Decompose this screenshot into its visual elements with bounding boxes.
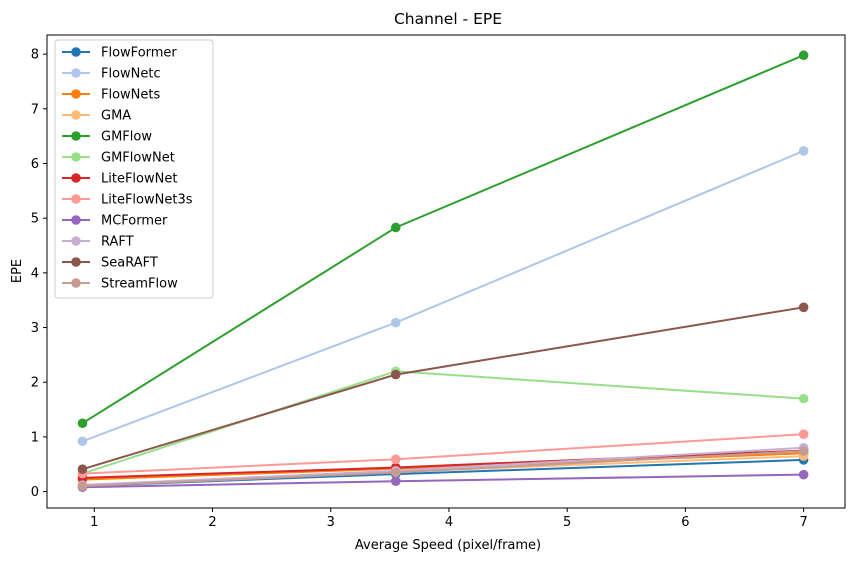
x-axis-label: Average Speed (pixel/frame) <box>355 538 541 553</box>
legend-label: FlowNetc <box>101 67 161 82</box>
legend-label: GMFlow <box>101 130 152 145</box>
y-tick-label: 5 <box>31 212 39 227</box>
y-tick-label: 8 <box>31 48 39 63</box>
series-layer <box>77 50 809 493</box>
series-flownetc <box>77 146 809 447</box>
data-point-mcformer <box>798 469 809 480</box>
data-point-gmflow <box>390 222 401 233</box>
legend-item: LiteFlowNet3s <box>62 193 193 208</box>
legend-item: GMFlow <box>62 130 152 145</box>
data-point-mcformer <box>390 476 401 487</box>
data-point-liteflownet3s <box>390 454 401 465</box>
data-point-flownetc <box>798 146 809 156</box>
legend-marker <box>71 110 81 120</box>
legend-item: GMFlowNet <box>62 151 175 166</box>
legend-item: StreamFlow <box>62 277 178 292</box>
x-tick-label: 2 <box>208 515 216 530</box>
data-point-gmflow <box>77 418 88 429</box>
data-point-liteflownet3s <box>798 429 809 439</box>
data-point-searaft <box>77 464 88 474</box>
data-point-flownetc <box>390 317 401 328</box>
y-tick-label: 6 <box>31 157 39 172</box>
legend-marker <box>71 47 81 57</box>
data-point-searaft <box>390 369 401 380</box>
data-point-streamflow <box>390 467 401 478</box>
x-tick-label: 3 <box>327 515 335 530</box>
legend-label: RAFT <box>101 235 134 250</box>
legend-item: RAFT <box>62 235 134 250</box>
legend-marker <box>71 257 81 267</box>
legend-item: SeaRAFT <box>62 256 158 271</box>
series-streamflow <box>77 446 809 491</box>
plot-area: 1 2 3 4 5 6 7 0 1 2 3 4 5 6 7 8 <box>31 34 846 530</box>
legend-item: FlowFormer <box>62 46 177 61</box>
legend-marker <box>71 236 81 246</box>
legend-marker <box>71 68 81 78</box>
legend-label: FlowNets <box>101 88 160 103</box>
data-point-flownetc <box>77 436 88 447</box>
legend-label: GMA <box>101 109 131 124</box>
legend-label: LiteFlowNet3s <box>101 193 193 208</box>
y-tick-label: 7 <box>31 102 39 117</box>
x-tick-label: 6 <box>681 515 689 530</box>
y-tick-label: 3 <box>31 321 39 336</box>
legend-marker <box>71 131 81 141</box>
series-gmflownet <box>77 366 809 479</box>
legend-label: GMFlowNet <box>101 151 175 166</box>
data-point-searaft <box>798 302 809 313</box>
x-tick-label: 7 <box>799 515 807 530</box>
series-searaft <box>77 302 809 474</box>
series-line-searaft <box>82 306 804 471</box>
data-point-gmflownet <box>798 393 809 404</box>
x-tick-label: 4 <box>445 515 453 530</box>
legend-item: GMA <box>62 109 131 124</box>
x-tick-label: 1 <box>90 515 98 530</box>
legend-marker <box>71 173 81 183</box>
legend-item: LiteFlowNet <box>62 172 177 187</box>
legend-item: MCFormer <box>62 214 168 229</box>
data-point-gmflow <box>798 50 809 61</box>
legend-marker <box>71 278 81 288</box>
y-tick-label: 4 <box>31 266 39 281</box>
legend-item: FlowNetc <box>62 67 161 82</box>
data-point-streamflow <box>798 446 809 456</box>
plot-frame <box>46 34 846 509</box>
y-tick-label: 1 <box>31 430 39 445</box>
y-tick-label: 2 <box>31 376 39 391</box>
y-axis-label: EPE <box>10 259 25 283</box>
legend-label: StreamFlow <box>101 277 178 292</box>
legend-label: MCFormer <box>101 214 168 229</box>
legend-label: SeaRAFT <box>101 256 158 271</box>
legend-marker <box>71 215 81 225</box>
legend-label: FlowFormer <box>101 46 177 61</box>
y-tick-label: 0 <box>31 485 39 500</box>
legend-marker <box>71 194 81 204</box>
series-gmflow <box>77 50 809 429</box>
x-tick-label: 5 <box>563 515 571 530</box>
chart-title: Channel - EPE <box>394 10 502 28</box>
data-point-streamflow <box>77 481 88 491</box>
legend: FlowFormer FlowNetc FlowNets GMA GMFlow GMFlo… <box>54 39 214 299</box>
legend-label: LiteFlowNet <box>101 172 177 187</box>
legend-box <box>54 39 214 299</box>
legend-item: FlowNets <box>62 88 160 103</box>
legend-marker <box>71 89 81 99</box>
legend-marker <box>71 152 81 162</box>
